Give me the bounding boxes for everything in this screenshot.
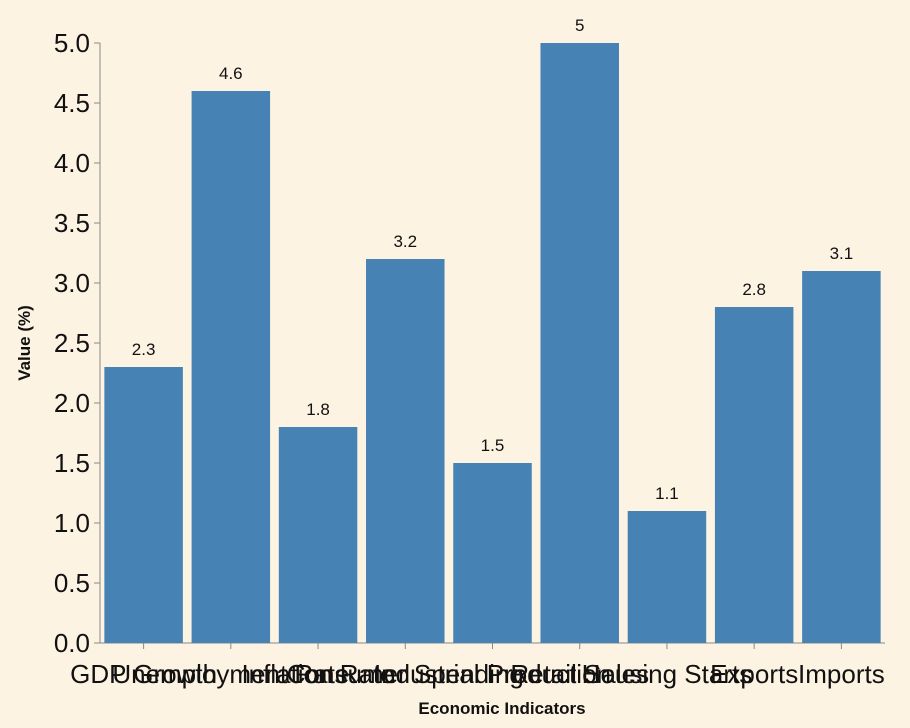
bar xyxy=(627,511,707,643)
x-tick-label: Imports xyxy=(798,659,885,689)
y-axis: 0.0 0.5 1.0 1.5 2.0 2.5 3.0 3.5 4.0 4.5 5.0 xyxy=(54,28,101,658)
data-label: 1.5 xyxy=(481,436,505,455)
y-tick-label: 0.5 xyxy=(54,568,90,598)
x-tick-label: Housing Starts xyxy=(582,659,753,689)
x-tick-label: Consumer Spending xyxy=(287,659,524,689)
y-axis-title: Value (%) xyxy=(15,305,34,381)
data-label: 2.3 xyxy=(132,340,156,359)
data-label: 3.2 xyxy=(393,232,417,251)
x-tick-label: Industrial Production xyxy=(374,659,611,689)
data-label: 1.1 xyxy=(655,484,679,503)
y-tick-label: 2.0 xyxy=(54,388,90,418)
bar xyxy=(278,427,358,643)
y-tick-label: 0.0 xyxy=(54,628,90,658)
x-tick-label: Retail Sales xyxy=(510,659,649,689)
bar xyxy=(191,91,271,643)
bar xyxy=(802,271,881,643)
data-label: 5 xyxy=(575,16,584,35)
x-tick-label: Inflation Rate xyxy=(241,659,394,689)
data-label: 3.1 xyxy=(830,244,854,263)
data-label: 4.6 xyxy=(219,64,243,83)
data-label: 2.8 xyxy=(742,280,766,299)
y-tick-label: 4.0 xyxy=(54,148,90,178)
x-tick-label: GDP Growth xyxy=(70,659,217,689)
y-tick-label: 2.5 xyxy=(54,328,90,358)
y-tick-label: 5.0 xyxy=(54,28,90,58)
y-tick-label: 1.0 xyxy=(54,508,90,538)
x-tick-label: Exports xyxy=(710,659,798,689)
bar xyxy=(104,367,183,643)
bar xyxy=(714,307,794,643)
bar xyxy=(453,463,532,643)
data-labels: 2.3 4.6 1.8 3.2 1.5 5 1.1 2.8 3.1 xyxy=(132,16,853,503)
bar xyxy=(366,259,445,643)
y-tick-label: 3.0 xyxy=(54,268,90,298)
y-tick-label: 3.5 xyxy=(54,208,90,238)
bar xyxy=(540,43,619,643)
data-label: 1.8 xyxy=(306,400,330,419)
y-tick-label: 4.5 xyxy=(54,88,90,118)
bars xyxy=(104,43,881,643)
x-tick-label: Unemployment Rate xyxy=(112,659,349,689)
y-tick-label: 1.5 xyxy=(54,448,90,478)
x-axis-title: Economic Indicators xyxy=(418,699,585,718)
